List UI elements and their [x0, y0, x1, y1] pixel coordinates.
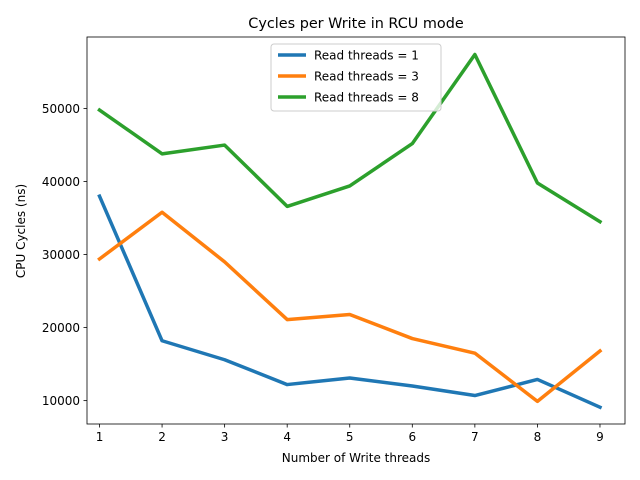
y-tick-label: 10000 [42, 394, 80, 408]
axes-frame [86, 36, 626, 425]
x-axis-label: Number of Write threads [282, 451, 430, 465]
chart-title: Cycles per Write in RCU mode [248, 16, 464, 32]
y-tick-label: 50000 [42, 102, 80, 116]
y-axis-label: CPU Cycles (ns) [14, 184, 28, 278]
x-tick-label: 1 [96, 430, 104, 444]
legend-label-3: Read threads = 8 [314, 90, 419, 104]
x-tick-label: 2 [158, 430, 166, 444]
series-line-3 [97, 52, 603, 225]
y-tick-label: 40000 [42, 175, 80, 189]
x-tick-label: 6 [408, 430, 416, 444]
x-tick-label: 7 [471, 430, 479, 444]
series-line-2 [97, 210, 603, 404]
legend-label-2: Read threads = 3 [314, 69, 419, 83]
x-tick-label: 3 [221, 430, 229, 444]
x-tick-label: 4 [283, 430, 291, 444]
x-tick-label: 5 [346, 430, 354, 444]
y-tick-label: 20000 [42, 321, 80, 335]
y-tick-label: 30000 [42, 248, 80, 262]
legend-label-1: Read threads = 1 [314, 48, 419, 62]
legend: Read threads = 1 Read threads = 3 Read thr… [270, 43, 442, 112]
legend-box [270, 43, 442, 112]
x-tick-label: 8 [534, 430, 542, 444]
x-tick-label: 9 [596, 430, 604, 444]
plot-area: 1 2 3 4 5 6 7 8 9 10000 20000 30000 40000 50000 [42, 36, 626, 444]
